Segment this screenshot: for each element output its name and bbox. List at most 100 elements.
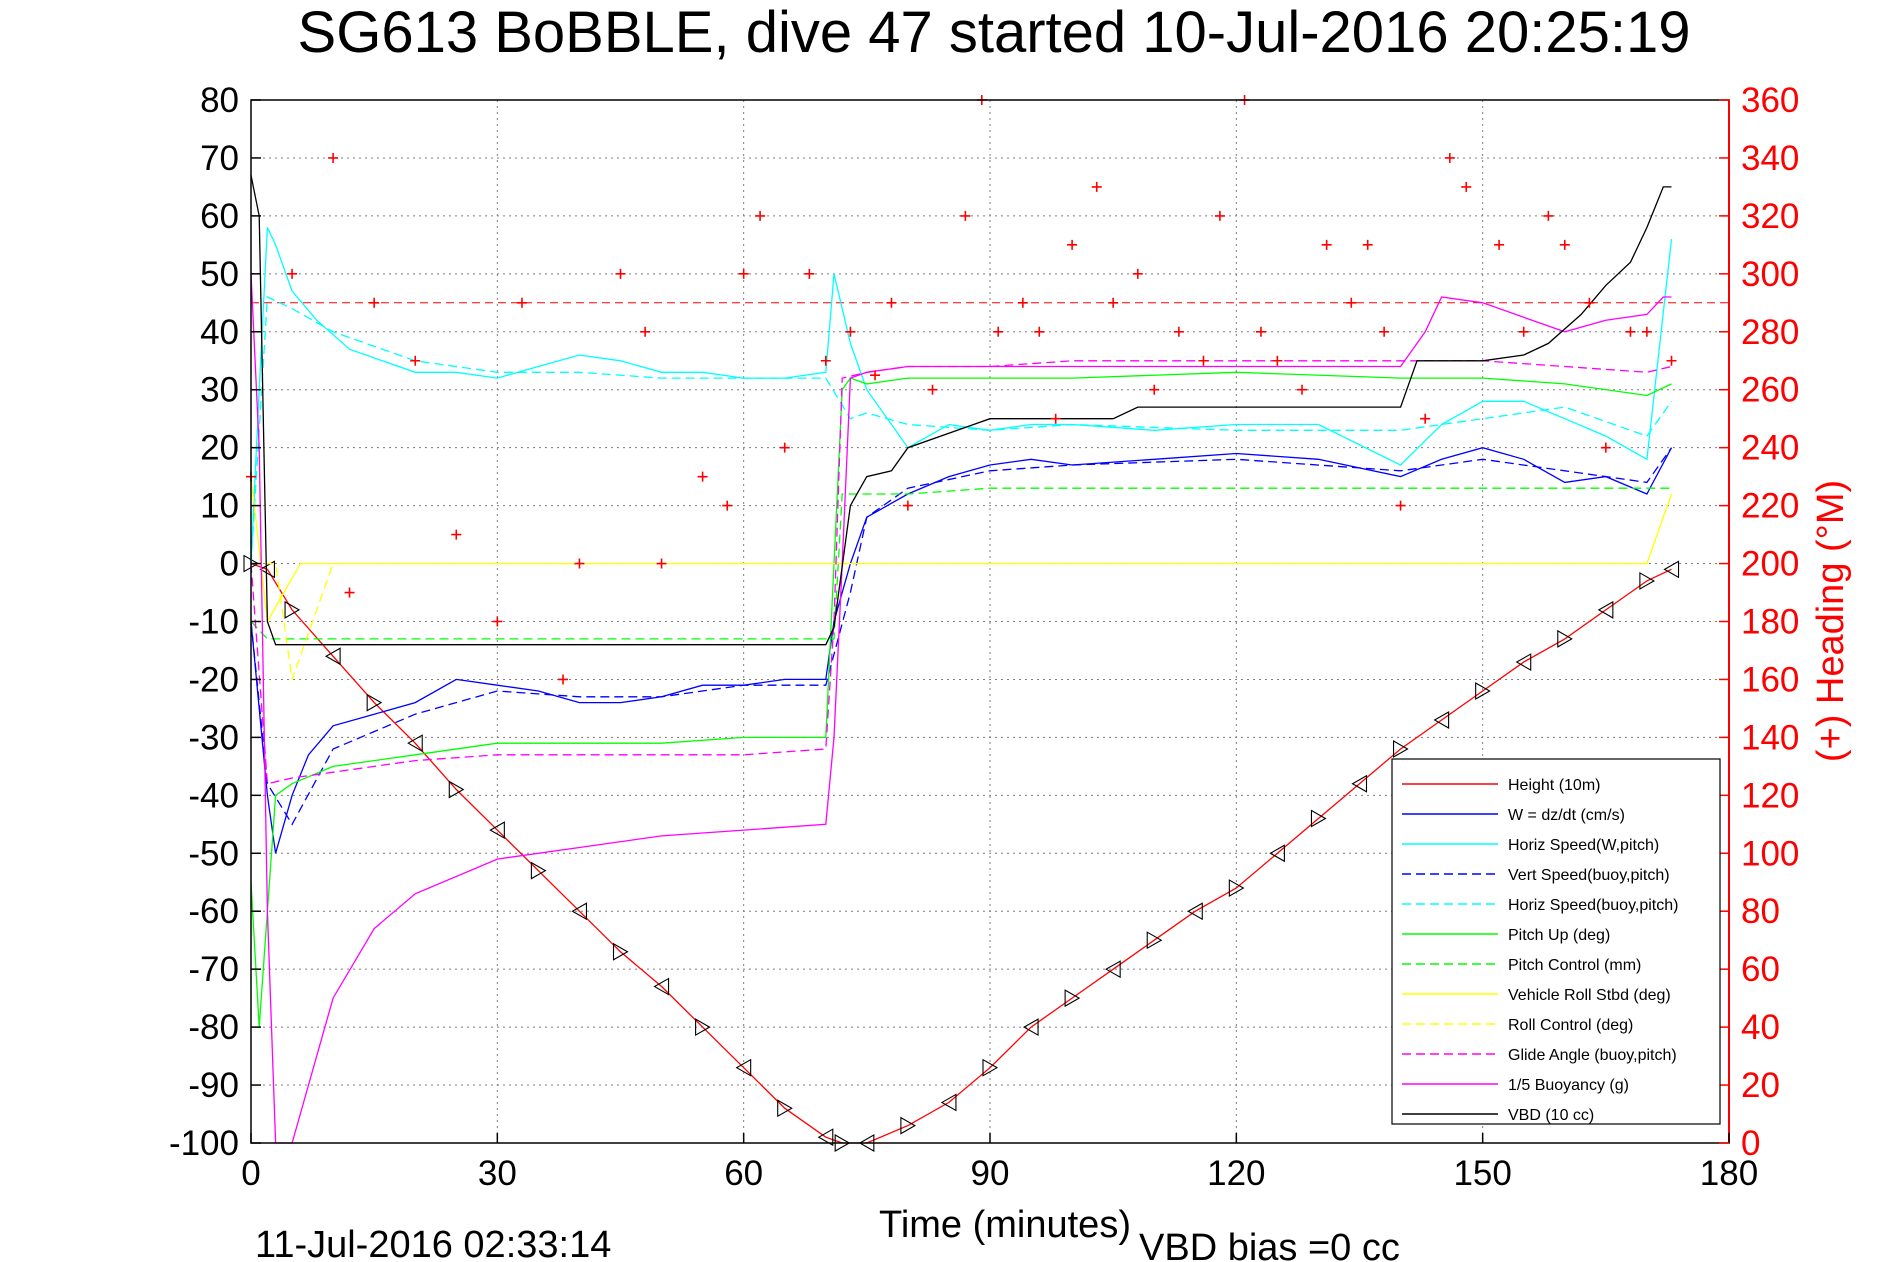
heading-point <box>1600 442 1611 453</box>
heading-point <box>369 297 380 308</box>
height-marker <box>1475 682 1491 700</box>
legend-label: VBD (10 cc) <box>1508 1107 1594 1124</box>
y-right-tick-label: 120 <box>1741 776 1799 815</box>
heading-point <box>697 471 708 482</box>
height-marker <box>1105 960 1121 979</box>
heading-point <box>328 152 339 163</box>
y-right-tick-label: 340 <box>1741 139 1799 178</box>
series-height-10m <box>250 562 1672 1144</box>
y-left-tick-label: 80 <box>200 81 239 120</box>
x-tick-label: 150 <box>1453 1154 1511 1193</box>
heading-point <box>492 616 503 627</box>
y-right-tick-label: 180 <box>1741 603 1799 642</box>
axes-ticks: 0 30 60 90 120 150 18080706050403020100-10-20-… <box>169 81 1799 1193</box>
heading-point <box>1444 152 1455 163</box>
x-tick-label: 0 <box>241 1154 260 1193</box>
y-left-tick-label: 60 <box>200 197 239 236</box>
y-left-tick-label: -10 <box>188 603 239 642</box>
heading-point <box>287 268 298 279</box>
y-left-tick-label: 40 <box>200 313 239 352</box>
heading-point <box>1518 326 1529 337</box>
height-marker <box>735 1058 752 1077</box>
heading-point <box>1017 297 1028 308</box>
heading-point <box>993 326 1004 337</box>
series-horiz-speed-w-pitch <box>250 227 1673 564</box>
heading-point <box>1108 297 1119 308</box>
heading-point <box>960 210 971 221</box>
heading-point <box>927 384 938 395</box>
heading-point <box>1198 355 1209 366</box>
heading-point <box>1067 239 1078 250</box>
heading-point <box>1149 384 1160 395</box>
heading-point <box>1091 181 1102 192</box>
heading-point <box>870 370 881 381</box>
legend: Height (10m) W = dz/dt (cm/s) Horiz Speed(… <box>1391 758 1721 1125</box>
y-right-tick-label: 60 <box>1741 950 1780 989</box>
y-left-tick-label: 20 <box>200 429 239 468</box>
y-right-tick-label: 320 <box>1741 197 1799 236</box>
heading-point <box>820 355 831 366</box>
heading-point <box>574 558 585 569</box>
heading-point <box>1395 500 1406 511</box>
heading-point <box>804 268 815 279</box>
heading-point <box>1214 210 1225 221</box>
heading-point <box>779 442 790 453</box>
heading-point <box>1297 384 1308 395</box>
heading-point <box>755 210 766 221</box>
series-pitch-control-mm <box>250 487 1672 640</box>
height-marker <box>1663 560 1680 579</box>
height-marker <box>1393 740 1409 758</box>
height-marker <box>1228 879 1245 897</box>
heading-point <box>1420 413 1431 424</box>
y-right-tick-label: 240 <box>1741 429 1799 468</box>
height-marker <box>695 1018 711 1037</box>
x-tick-label: 30 <box>478 1154 517 1193</box>
heading-point <box>1625 326 1636 337</box>
y-left-tick-label: -80 <box>188 1008 239 1047</box>
heading-point <box>886 297 897 308</box>
x-axis-label: Time (minutes) <box>879 1204 1131 1246</box>
x-tick-label: 90 <box>971 1154 1010 1193</box>
heading-point <box>1034 326 1045 337</box>
heading-point <box>1132 268 1143 279</box>
heading-point <box>1584 297 1595 308</box>
y-left-tick-label: 10 <box>200 487 239 526</box>
x-tick-label: 180 <box>1700 1154 1758 1193</box>
heading-point <box>1543 210 1554 221</box>
y-left-tick-label: -90 <box>188 1066 239 1105</box>
height-marker <box>366 693 383 712</box>
legend-label: Vehicle Roll Stbd (deg) <box>1508 987 1671 1004</box>
y-right-tick-label: 0 <box>1741 1124 1760 1163</box>
height-marker <box>259 560 275 579</box>
height-marker <box>1351 774 1368 793</box>
vbd-bias-note: VBD bias =0 cc <box>1139 1227 1400 1262</box>
y-right-tick-label: 300 <box>1741 255 1799 294</box>
height-marker <box>1269 844 1285 863</box>
legend-label: Height (10m) <box>1508 777 1600 794</box>
heading-point <box>410 355 421 366</box>
heading-point <box>1641 326 1652 337</box>
series-roll-control-deg <box>251 562 1647 680</box>
y-right-tick-label: 160 <box>1741 660 1799 699</box>
height-marker <box>1022 1018 1039 1037</box>
height-marker <box>571 902 587 921</box>
heading-point <box>656 558 667 569</box>
heading-point <box>1255 326 1266 337</box>
heading-point <box>722 500 733 511</box>
heading-point <box>1346 297 1357 308</box>
heading-point <box>1321 239 1332 250</box>
heading-point <box>615 268 626 279</box>
legend-label: Vert Speed(buoy,pitch) <box>1508 867 1670 884</box>
x-tick-label: 60 <box>724 1154 763 1193</box>
y-left-tick-label: 30 <box>200 371 239 410</box>
heading-point <box>738 268 749 279</box>
height-marker <box>1597 600 1614 619</box>
legend-box <box>1391 758 1721 1125</box>
heading-point <box>1559 239 1570 250</box>
x-tick-label: 120 <box>1207 1154 1265 1193</box>
legend-label: Pitch Control (mm) <box>1508 957 1641 974</box>
height-marker <box>940 1093 957 1112</box>
legend-label: Horiz Speed(W,pitch) <box>1508 837 1659 854</box>
y-left-tick-label: -60 <box>188 892 239 931</box>
